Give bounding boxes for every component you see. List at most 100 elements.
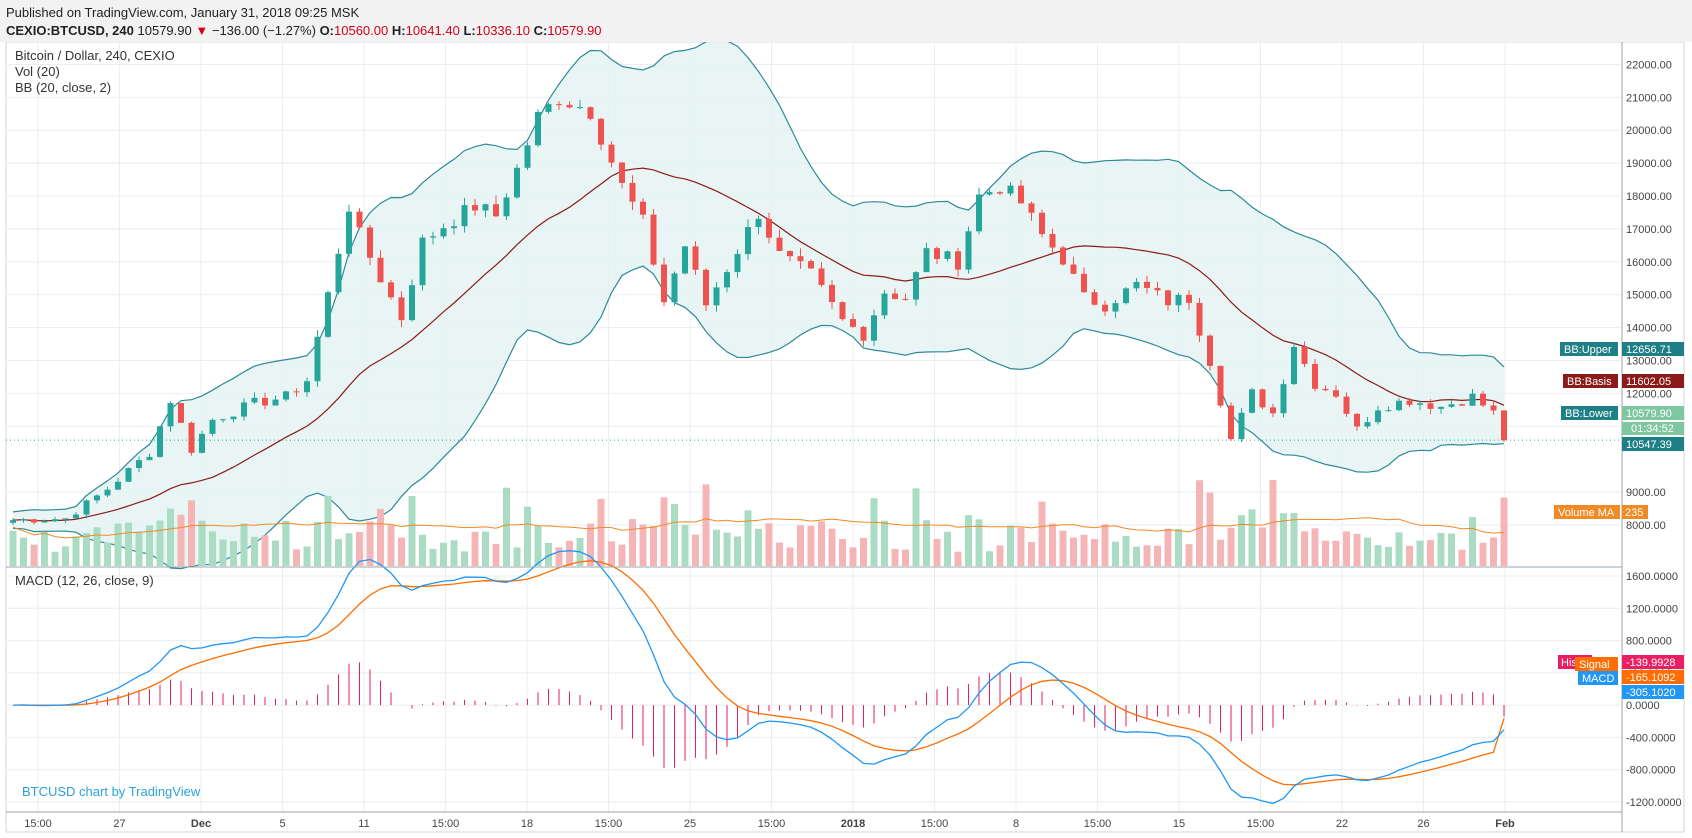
candle-body <box>188 422 195 453</box>
volume-bar <box>1490 537 1497 566</box>
candle <box>661 257 667 307</box>
candle-body <box>451 226 457 229</box>
time-tick-label: 15:00 <box>595 818 623 830</box>
candle <box>692 241 699 275</box>
volume-bar <box>1469 517 1476 566</box>
candle <box>115 477 121 491</box>
candle <box>272 395 279 406</box>
candle-body <box>944 251 951 259</box>
bb-lower-tag: BB:Lower 10579.90 01:34:52 10547.39 <box>1561 406 1684 451</box>
time-tick-label: 15 <box>1173 818 1185 830</box>
candle <box>629 175 636 211</box>
candle <box>251 392 258 405</box>
candle <box>262 392 268 410</box>
chart-canvas[interactable]: 22000.00 21000.00 20000.00 19000.00 18000.00… <box>0 42 1692 838</box>
candle-body <box>167 403 174 427</box>
candle-body <box>965 231 972 270</box>
volume-bar <box>387 525 395 566</box>
volume-bar <box>1290 512 1298 566</box>
candle <box>1354 413 1360 431</box>
candle <box>682 245 688 275</box>
volume-bar <box>146 525 153 566</box>
time-tick-label: 5 <box>279 818 285 830</box>
candle <box>871 309 877 347</box>
candle <box>461 197 468 233</box>
candle <box>41 519 48 523</box>
macd-tick-label: -800.0000 <box>1626 765 1676 777</box>
candle <box>1406 397 1413 408</box>
volume-bar <box>1458 549 1466 566</box>
candle <box>1154 281 1161 296</box>
candle-body <box>556 104 562 106</box>
price-tick-label: 13000.00 <box>1626 356 1672 368</box>
bb-fill <box>13 42 1504 569</box>
candle <box>1028 201 1035 221</box>
volume-bar <box>1017 527 1025 566</box>
volume-bar <box>1248 509 1256 566</box>
price-tick-label: 14000.00 <box>1626 323 1672 335</box>
volume-bar <box>272 540 279 566</box>
volume-bar <box>1122 536 1130 566</box>
candle-body <box>1459 404 1465 406</box>
candle <box>566 101 573 109</box>
candle-body <box>1102 304 1108 312</box>
candle-body <box>818 268 825 285</box>
volume-bar <box>114 523 122 566</box>
candle-body <box>377 257 384 283</box>
candle-body <box>955 251 961 270</box>
chart-header: Published on TradingView.com, January 31… <box>0 0 1692 42</box>
candle-body <box>1018 185 1024 204</box>
volume-bar <box>1479 542 1487 566</box>
candle <box>608 141 615 168</box>
candle <box>839 301 846 321</box>
candle <box>1186 290 1192 310</box>
candle-body <box>73 514 79 519</box>
candle-body <box>1301 347 1308 364</box>
volume-bar <box>1196 480 1203 566</box>
volume-bar <box>135 531 143 566</box>
volume-bar <box>188 500 195 566</box>
volume-bar <box>335 539 342 566</box>
candle-body <box>713 287 720 306</box>
volume-bar <box>1395 532 1403 566</box>
candle-body <box>293 391 300 393</box>
candle-body <box>62 518 69 520</box>
candle <box>829 279 835 309</box>
volume-bar <box>83 532 90 566</box>
candle <box>1039 209 1045 238</box>
volume-bar <box>324 495 332 566</box>
candle <box>493 195 499 218</box>
candle-body <box>692 246 699 270</box>
candle-body <box>703 269 709 306</box>
volume-bar <box>503 487 510 566</box>
candle <box>797 248 804 269</box>
candle <box>356 208 363 230</box>
candle-body <box>409 285 415 321</box>
candle <box>671 271 678 306</box>
candle <box>524 141 531 171</box>
candle <box>440 223 447 239</box>
candle-body <box>1375 410 1381 423</box>
candle <box>1448 398 1455 408</box>
candle-body <box>335 253 342 293</box>
volume-bar <box>30 544 38 566</box>
volume-bar <box>891 548 899 566</box>
candle-body <box>157 426 163 457</box>
candle <box>1333 385 1339 399</box>
candle-body <box>1081 273 1087 293</box>
candle <box>598 117 604 151</box>
volume-ma-label: Volume MA <box>1558 507 1615 519</box>
candle <box>1249 387 1255 414</box>
candle-body <box>1049 234 1056 248</box>
candle <box>62 518 69 524</box>
volume-bar <box>608 541 615 566</box>
candle-body <box>629 182 636 202</box>
volume-bar <box>902 549 909 566</box>
macd-value: -305.1020 <box>1626 687 1676 699</box>
candle <box>293 388 300 397</box>
volume-bar <box>1217 539 1224 566</box>
bb-basis-label: BB:Basis <box>1567 376 1612 388</box>
time-axis[interactable]: 15:00 27 Dec 5 11 15:00 18 15:00 25 15:00 2018 15:0… <box>24 818 1515 830</box>
candle <box>1091 289 1098 306</box>
price-tick-label: 21000.00 <box>1626 92 1672 104</box>
